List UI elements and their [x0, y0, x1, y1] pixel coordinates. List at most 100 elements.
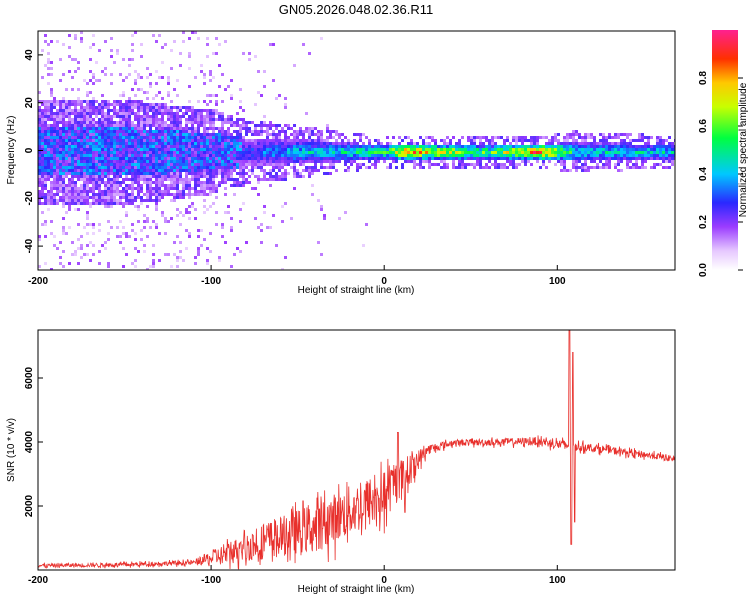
spectrogram-cell — [146, 184, 149, 187]
spectrogram-cell — [275, 151, 278, 154]
spectrogram-cell — [95, 130, 98, 133]
spectrogram-cell — [92, 253, 95, 256]
spectrogram-cell — [623, 157, 626, 160]
spectrogram-cell — [530, 148, 533, 151]
spectrogram-cell — [83, 109, 86, 112]
spectrogram-cell — [230, 163, 233, 166]
spectrogram-cell — [608, 163, 611, 166]
spectrogram-cell — [332, 136, 335, 139]
spectrogram-cell — [104, 241, 107, 244]
spectrogram-cell — [590, 142, 593, 145]
spectrogram-cell — [128, 130, 131, 133]
spectrogram-cell — [62, 226, 65, 229]
spectrogram-cell — [527, 145, 530, 148]
spectrogram-cell — [47, 82, 50, 85]
spectrogram-cell — [470, 163, 473, 166]
spectrogram-cell — [65, 151, 68, 154]
spectrogram-cell — [113, 142, 116, 145]
spectrogram-cell — [572, 163, 575, 166]
spectrogram-cell — [140, 178, 143, 181]
spectrogram-cell — [50, 172, 53, 175]
spectrogram-cell — [176, 181, 179, 184]
spectrogram-cell — [119, 172, 122, 175]
spectrogram-cell — [152, 145, 155, 148]
spectrogram-cell — [272, 145, 275, 148]
spectrogram-cell — [146, 151, 149, 154]
spectrogram-cell — [80, 106, 83, 109]
spectrogram-cell — [452, 160, 455, 163]
spectrogram-cell — [71, 124, 74, 127]
spectrogram-cell — [86, 169, 89, 172]
spectrogram-cell — [98, 262, 101, 265]
spectrogram-cell — [410, 154, 413, 157]
spectrogram-cell — [341, 148, 344, 151]
spectrogram-cell — [38, 235, 41, 238]
spectrogram-cell — [155, 136, 158, 139]
spectrogram-cell — [77, 127, 80, 130]
spectrogram-cell — [257, 157, 260, 160]
spectrogram-cell — [407, 148, 410, 151]
spectrogram-cell — [251, 187, 254, 190]
spectrogram-cell — [329, 145, 332, 148]
spectrogram-cell — [587, 136, 590, 139]
spectrogram-cell — [239, 127, 242, 130]
spectrogram-cell — [83, 181, 86, 184]
spectrogram-cell — [74, 100, 77, 103]
spectrogram-cell — [86, 172, 89, 175]
spectrogram-cell — [563, 160, 566, 163]
spectrogram-cell — [155, 115, 158, 118]
spectrogram-cell — [170, 49, 173, 52]
spectrogram-cell — [590, 154, 593, 157]
spectrogram-cell — [65, 139, 68, 142]
spectrogram-cell — [167, 160, 170, 163]
spectrogram-cell — [206, 181, 209, 184]
spectrogram-cell — [47, 163, 50, 166]
spectrogram-cell — [176, 106, 179, 109]
spectrogram-cell — [455, 142, 458, 145]
spectrogram-cell — [287, 124, 290, 127]
spectrogram-cell — [299, 154, 302, 157]
spectrogram-cell — [251, 172, 254, 175]
spectrogram-cell — [209, 79, 212, 82]
spectrogram-cell — [197, 235, 200, 238]
spectrogram-cell — [176, 163, 179, 166]
spectrogram-cell — [584, 160, 587, 163]
spectrogram-cell — [284, 178, 287, 181]
spectrogram-cell — [89, 106, 92, 109]
spectrogram-cell — [635, 151, 638, 154]
spectrogram-cell — [179, 190, 182, 193]
spectrogram-cell — [302, 139, 305, 142]
spectrogram-cell — [614, 157, 617, 160]
spectrogram-cell — [146, 133, 149, 136]
spectrogram-cell — [572, 139, 575, 142]
spectrogram-cell — [122, 265, 125, 268]
spectrogram-cell — [149, 73, 152, 76]
spectrogram-cell — [488, 139, 491, 142]
spectrogram-cell — [278, 166, 281, 169]
spectrogram-cell — [668, 166, 671, 169]
spectrogram-cell — [494, 145, 497, 148]
spectrogram-cell — [251, 145, 254, 148]
spectrogram-cell — [116, 193, 119, 196]
spectrogram-cell — [215, 157, 218, 160]
spectrogram-cell — [134, 100, 137, 103]
spectrogram-cell — [71, 109, 74, 112]
spectrogram-cell — [485, 154, 488, 157]
spectrogram-cell — [530, 157, 533, 160]
spectrogram-cell — [59, 154, 62, 157]
spectrogram-cell — [305, 148, 308, 151]
spectrogram-cell — [320, 154, 323, 157]
spectrogram-cell — [65, 202, 68, 205]
spectrogram-cell — [158, 163, 161, 166]
spectrogram-cell — [572, 136, 575, 139]
spectrogram-cell — [101, 133, 104, 136]
spectrogram-cell — [74, 163, 77, 166]
spectrogram-cell — [485, 157, 488, 160]
spectrogram-cell — [287, 157, 290, 160]
spectrogram-cell — [215, 166, 218, 169]
spectrogram-cell — [134, 139, 137, 142]
spectrogram-cell — [101, 178, 104, 181]
spectrogram-cell — [386, 151, 389, 154]
spectrogram-cell — [179, 160, 182, 163]
spectrogram-cell — [530, 136, 533, 139]
